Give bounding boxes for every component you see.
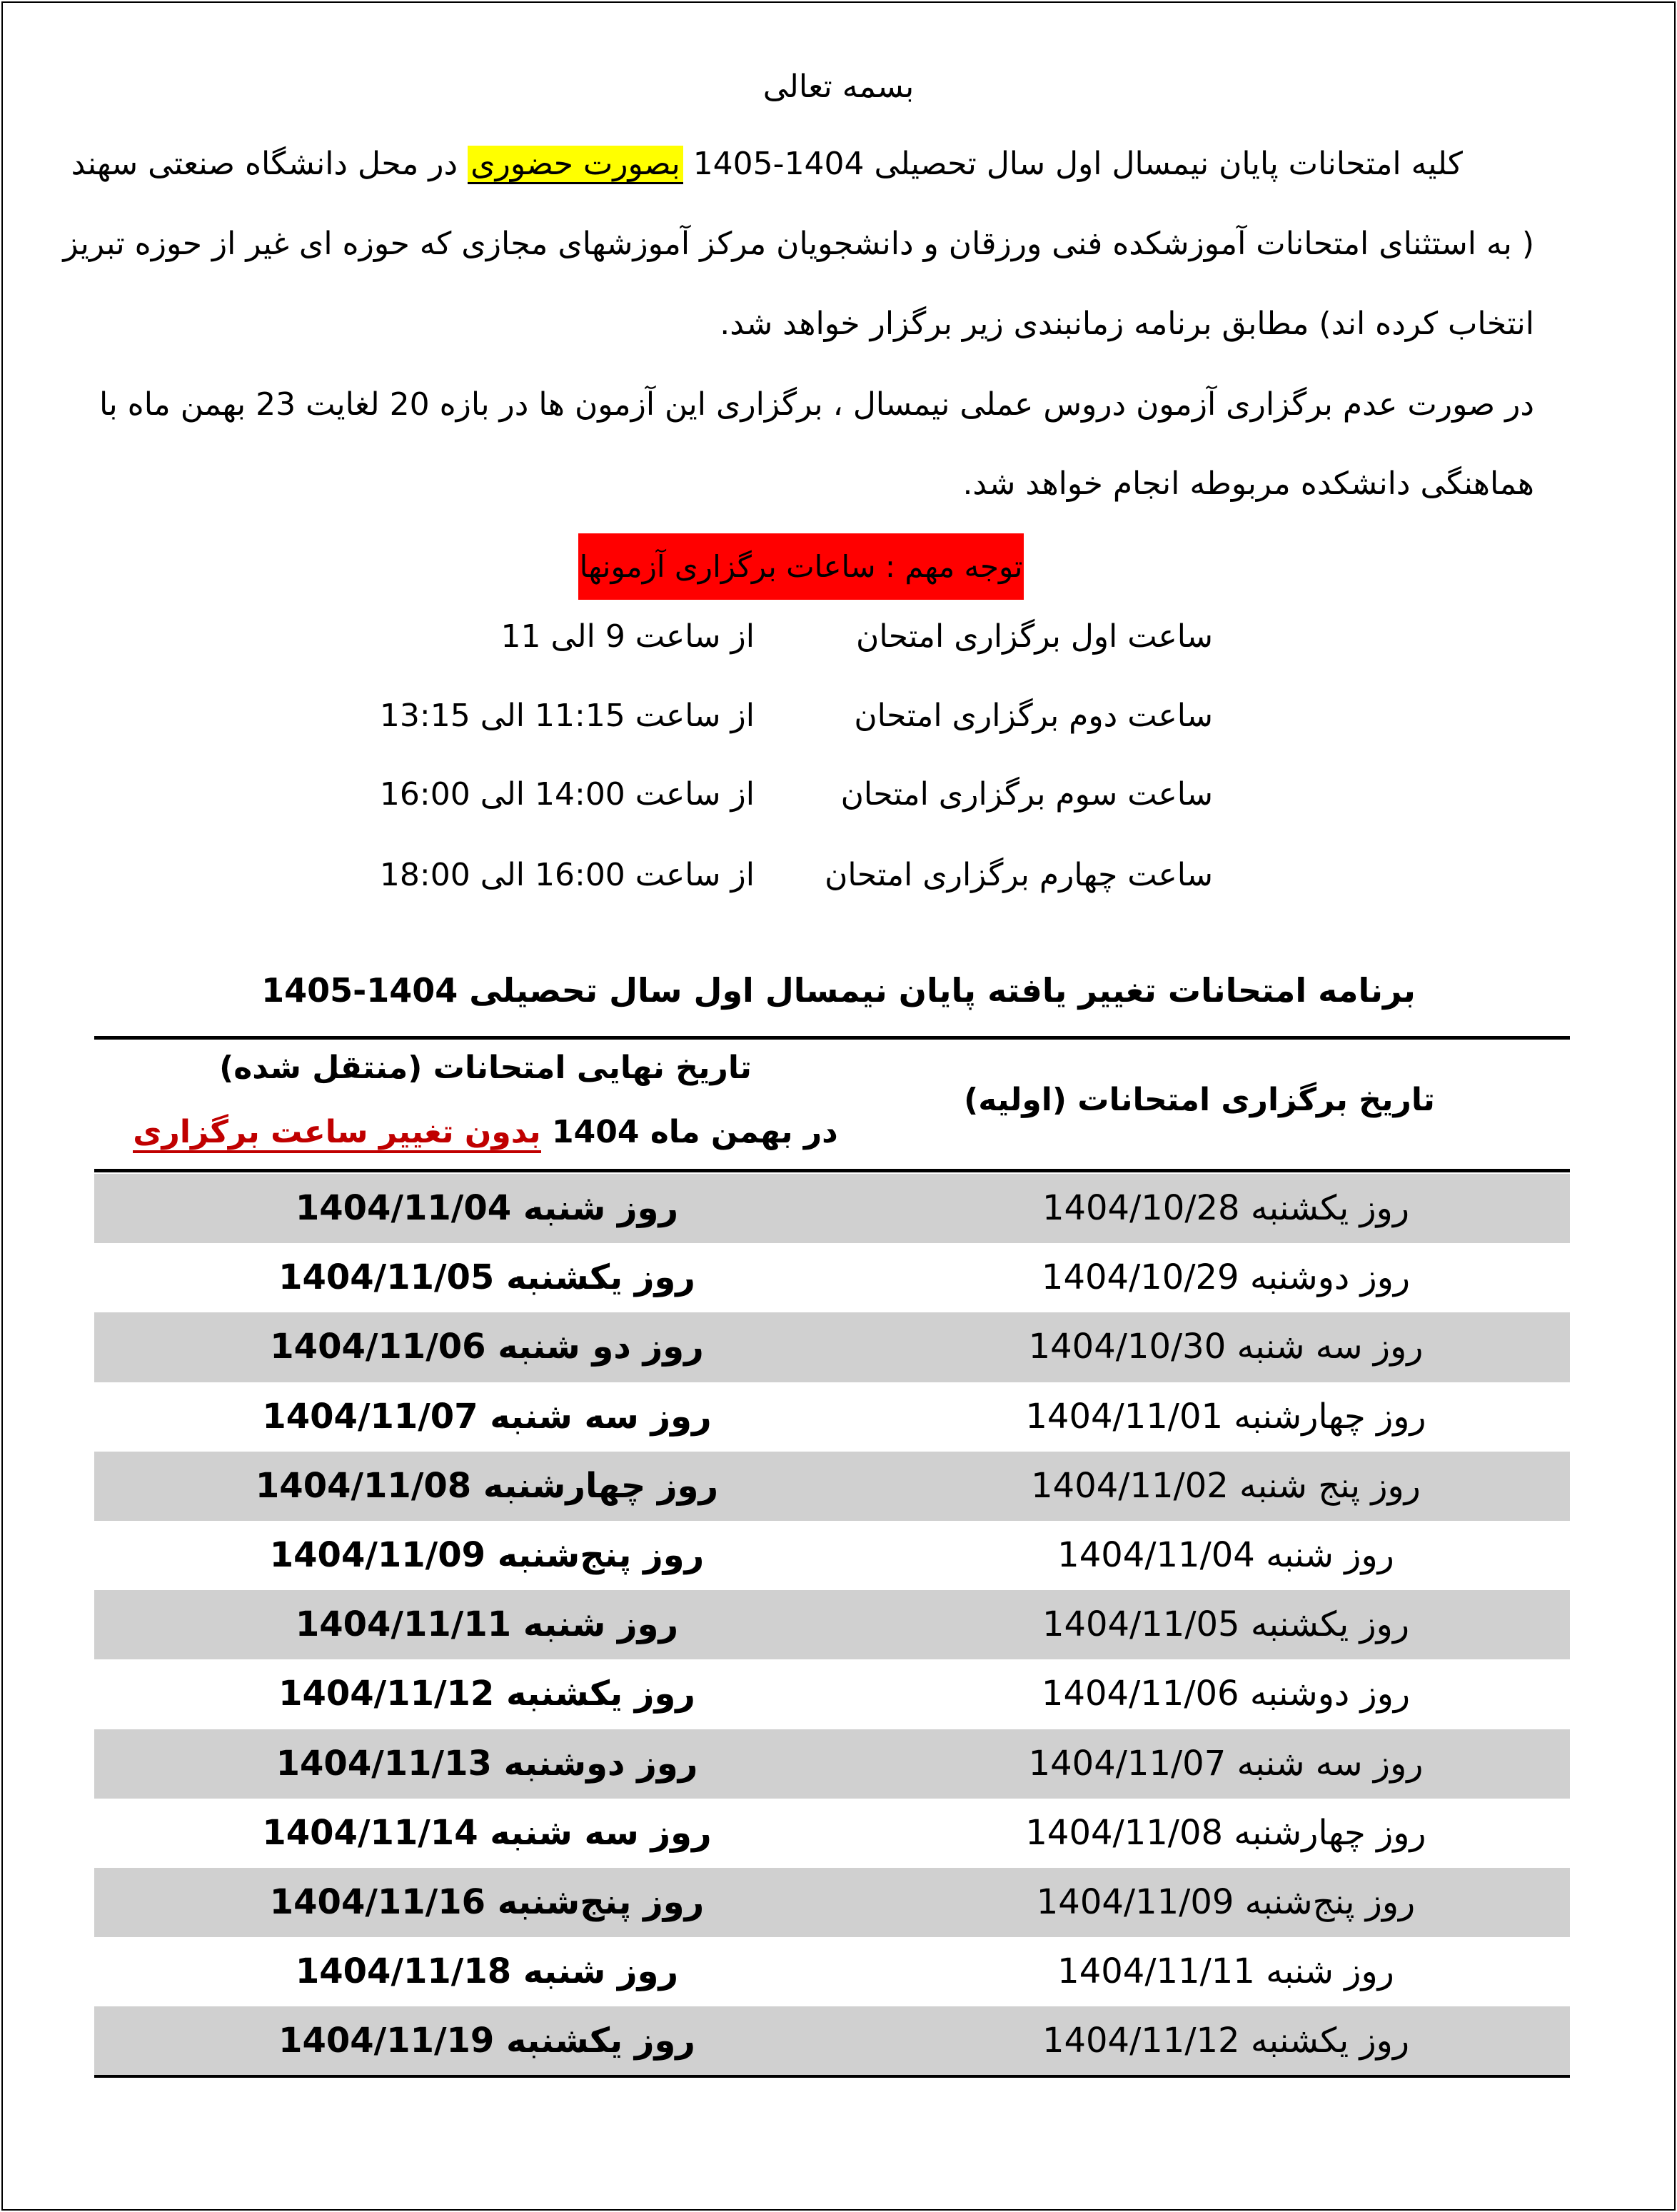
header-original-date: تاریخ برگزاری امتحانات (اولیه) xyxy=(964,1082,1435,1118)
in-person-highlight: بصورت حضوری xyxy=(468,146,683,184)
original-date-cell: روز دوشنبه 1404/11/06 xyxy=(1041,1674,1411,1714)
original-date-cell: روز یکشنبه 1404/11/05 xyxy=(1042,1604,1410,1645)
original-date-cell: روز پنج شنبه 1404/11/02 xyxy=(1031,1465,1421,1506)
final-date-cell: روز سه شنبه 1404/11/14 xyxy=(262,1812,712,1853)
header-final-date: تاریخ نهایی امتحانات (منتقل شده) xyxy=(219,1050,752,1086)
final-date-cell: روز چهارشنبه 1404/11/08 xyxy=(255,1465,719,1506)
original-date-cell: روز چهارشنبه 1404/11/08 xyxy=(1025,1812,1426,1853)
final-date-cell: روز دو شنبه 1404/11/06 xyxy=(270,1327,704,1367)
table-row: روز شنبه 1404/11/11 روز شنبه 1404/11/18 xyxy=(94,1937,1570,2006)
original-date-cell: روز یکشنبه 1404/10/28 xyxy=(1042,1188,1410,1228)
intro-line-1-post: در محل دانشگاه صنعتی سهند xyxy=(71,146,468,182)
table-row: روز شنبه 1404/11/04 روز پنج‌شنبه 1404/11/… xyxy=(94,1521,1570,1590)
intro-line-4: در صورت عدم برگزاری آزمون دروس عملی نیمس… xyxy=(99,386,1534,423)
intro-line-1-pre: کلیه امتحانات پایان نیمسال اول سال تحصیل… xyxy=(693,146,1463,182)
time-slot-range: از ساعت 11:15 الی 13:15 xyxy=(379,698,755,734)
table-row: روز پنج شنبه 1404/11/02 روز چهارشنبه 1404… xyxy=(94,1451,1570,1521)
final-date-cell: روز دوشنبه 1404/11/13 xyxy=(276,1743,698,1784)
original-date-cell: روز شنبه 1404/11/04 xyxy=(1057,1534,1394,1575)
final-date-cell: روز یکشنبه 1404/11/19 xyxy=(278,2021,695,2061)
time-slot-range: از ساعت 16:00 الی 18:00 xyxy=(379,857,755,893)
final-date-cell: روز شنبه 1404/11/18 xyxy=(295,1951,679,1992)
time-slot-label: ساعت سوم برگزاری امتحان xyxy=(840,776,1213,813)
basmala: بسمه تعالی xyxy=(762,69,915,105)
important-notice: توجه مهم : ساعات برگزاری آزمونها xyxy=(578,533,1024,600)
table-row: روز پنج‌شنبه 1404/11/09 روز پنج‌شنبه 1404… xyxy=(94,1867,1570,1938)
original-date-cell: روز یکشنبه 1404/11/12 xyxy=(1042,2021,1410,2061)
header-final-month: در بهمن ماه 1404 xyxy=(540,1114,838,1150)
time-slot-label: ساعت دوم برگزاری امتحان xyxy=(854,698,1213,734)
intro-line-2: ( به استثنای امتحانات آموزشکده فنی ورزقا… xyxy=(63,226,1534,262)
intro-line-5: هماهنگی دانشکده مربوطه انجام خواهد شد. xyxy=(962,466,1534,502)
table-row: روز یکشنبه 1404/10/28 روز شنبه 1404/11/04 xyxy=(94,1174,1570,1244)
original-date-cell: روز شنبه 1404/11/11 xyxy=(1057,1951,1394,1992)
table-row: روز یکشنبه 1404/11/12 روز یکشنبه 1404/11/… xyxy=(94,2006,1570,2076)
table-row: روز سه شنبه 1404/11/07 روز دوشنبه 1404/11… xyxy=(94,1729,1570,1799)
time-slot-1: ساعت اول برگزاری امتحان از ساعت 9 الی 11 xyxy=(0,618,1677,668)
final-date-cell: روز سه شنبه 1404/11/07 xyxy=(262,1396,712,1437)
table-top-rule xyxy=(94,1036,1570,1040)
final-date-cell: روز یکشنبه 1404/11/05 xyxy=(278,1257,695,1298)
table-row: روز چهارشنبه 1404/11/08 روز سه شنبه 1404/… xyxy=(94,1799,1570,1868)
schedule-table-body: روز یکشنبه 1404/10/28 روز شنبه 1404/11/04… xyxy=(94,1174,1570,2076)
time-slot-range: از ساعت 14:00 الی 16:00 xyxy=(379,776,755,813)
table-row: روز دوشنبه 1404/11/06 روز یکشنبه 1404/11/… xyxy=(94,1659,1570,1729)
time-slot-2: ساعت دوم برگزاری امتحان از ساعت 11:15 الی… xyxy=(0,698,1677,748)
final-date-cell: روز پنج‌شنبه 1404/11/09 xyxy=(269,1534,705,1575)
original-date-cell: روز سه شنبه 1404/11/07 xyxy=(1028,1743,1424,1784)
header-bottom-rule xyxy=(94,1169,1570,1172)
time-slot-label: ساعت چهارم برگزاری امتحان xyxy=(825,857,1213,893)
table-bottom-rule xyxy=(94,2075,1570,2078)
final-date-cell: روز شنبه 1404/11/11 xyxy=(295,1604,679,1645)
final-date-cell: روز شنبه 1404/11/04 xyxy=(295,1188,679,1228)
original-date-cell: روز دوشنبه 1404/10/29 xyxy=(1041,1257,1411,1298)
intro-line-3: انتخاب کرده اند) مطابق برنامه زمانبندی ز… xyxy=(720,306,1534,342)
header-final-date-note: در بهمن ماه 1404 بدون تغییر ساعت برگزاری xyxy=(107,1114,864,1153)
time-slot-3: ساعت سوم برگزاری امتحان از ساعت 14:00 الی… xyxy=(0,776,1677,826)
time-slot-4: ساعت چهارم برگزاری امتحان از ساعت 16:00 ا… xyxy=(0,857,1677,907)
no-time-change-note: بدون تغییر ساعت برگزاری xyxy=(133,1114,541,1153)
original-date-cell: روز پنج‌شنبه 1404/11/09 xyxy=(1036,1881,1416,1922)
table-row: روز یکشنبه 1404/11/05 روز شنبه 1404/11/11 xyxy=(94,1590,1570,1660)
table-row: روز دوشنبه 1404/10/29 روز یکشنبه 1404/11/… xyxy=(94,1243,1570,1312)
final-date-cell: روز پنج‌شنبه 1404/11/16 xyxy=(269,1881,705,1922)
intro-line-1: کلیه امتحانات پایان نیمسال اول سال تحصیل… xyxy=(71,143,1463,186)
time-slot-label: ساعت اول برگزاری امتحان xyxy=(856,618,1213,655)
time-slot-range: از ساعت 9 الی 11 xyxy=(500,618,755,655)
final-date-cell: روز یکشنبه 1404/11/12 xyxy=(278,1674,695,1714)
original-date-cell: روز چهارشنبه 1404/11/01 xyxy=(1025,1396,1426,1437)
table-row: روز سه شنبه 1404/10/30 روز دو شنبه 1404/1… xyxy=(94,1312,1570,1382)
original-date-cell: روز سه شنبه 1404/10/30 xyxy=(1028,1327,1424,1367)
schedule-title: برنامه امتحانات تغییر یافته پایان نیمسال… xyxy=(261,971,1416,1010)
table-row: روز چهارشنبه 1404/11/01 روز سه شنبه 1404/… xyxy=(94,1382,1570,1452)
